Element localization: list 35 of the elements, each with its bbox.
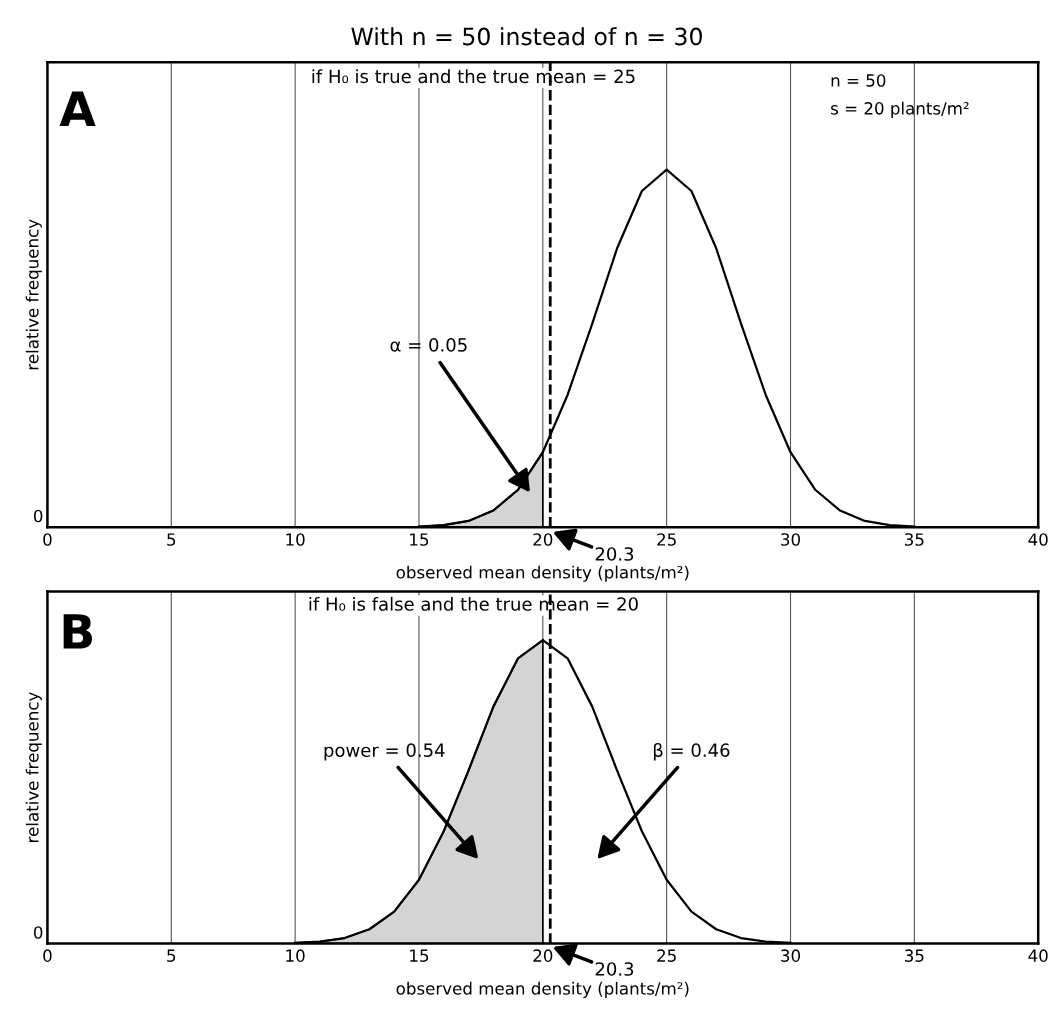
x-tick-label: 30 xyxy=(781,533,800,546)
x-tick-label: 5 xyxy=(167,533,176,546)
x-tick-label: 25 xyxy=(657,533,676,546)
y-axis-title: relative frequency xyxy=(25,692,42,842)
ref-line-label: 20.3 xyxy=(595,962,634,976)
text: 0 xyxy=(33,509,43,523)
x-tick-label: 35 xyxy=(905,949,924,962)
x-axis-title: observed mean density (plants/m²) xyxy=(396,981,689,998)
annotation: β = 0.46 xyxy=(653,742,730,761)
x-tick-label: 25 xyxy=(657,949,676,962)
x-tick-label: 10 xyxy=(286,949,305,962)
x-tick-label: 10 xyxy=(286,533,305,546)
y-axis-title: relative frequency xyxy=(25,219,42,370)
chart-subtitle: if H₀ is true and the true mean = 25 xyxy=(312,69,635,84)
x-tick-label: 15 xyxy=(410,949,429,962)
x-tick-label: 0 xyxy=(43,949,52,962)
text: A xyxy=(59,91,96,127)
text: 0 xyxy=(33,926,43,939)
annotation: α = 0.05 xyxy=(390,338,467,352)
x-tick-label: 35 xyxy=(905,533,924,546)
x-tick-label: 40 xyxy=(1028,949,1048,962)
chart-subtitle: if H₀ is false and the true mean = 20 xyxy=(309,596,638,611)
x-tick-label: 5 xyxy=(167,949,176,962)
x-tick-label: 40 xyxy=(1028,533,1048,546)
annotation: B xyxy=(63,614,92,649)
chart-title: With n = 50 instead of n = 30 xyxy=(351,27,702,46)
ref-line-label: 20.3 xyxy=(595,547,634,561)
annotation: power = 0.54 xyxy=(324,743,445,761)
x-axis-title: observed mean density (plants/m²) xyxy=(396,565,689,582)
x-tick-label: 15 xyxy=(410,533,429,546)
x-tick-label: 20 xyxy=(533,949,553,962)
x-tick-label: 30 xyxy=(781,949,800,962)
x-tick-label: 20 xyxy=(533,533,553,546)
x-tick-label: 0 xyxy=(43,533,52,546)
text: n = 50 xyxy=(831,74,886,87)
